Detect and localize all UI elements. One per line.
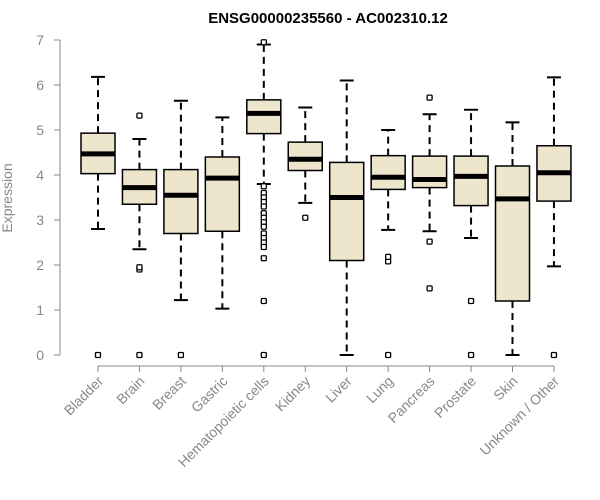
y-tick-label: 2 [36, 257, 44, 273]
box-lung [370, 129, 406, 359]
iqr-box [453, 155, 489, 207]
outlier-point [136, 112, 143, 119]
outlier-point [302, 214, 309, 221]
outlier-point [177, 351, 185, 359]
iqr-box [163, 168, 199, 235]
y-tick-label: 7 [36, 32, 44, 48]
x-tick-label: Brain [113, 373, 147, 407]
y-axis: 0 1 2 3 4 5 6 7 [36, 32, 61, 363]
box-bladder [80, 75, 116, 359]
outlier-point [467, 351, 475, 359]
iqr-box [204, 156, 241, 232]
y-axis-label: Expression [0, 163, 15, 232]
outlier-point [260, 223, 267, 230]
x-tick-label: Unknown / Other [476, 373, 562, 459]
x-tick-label: Breast [149, 373, 189, 413]
y-tick-label: 0 [36, 347, 44, 363]
iqr-box [411, 155, 448, 189]
outlier-point [94, 351, 102, 359]
x-tick-label: Bladder [61, 373, 107, 419]
iqr-box [246, 99, 282, 135]
box-brain [121, 112, 158, 359]
box-skin [494, 121, 531, 356]
outlier-point [384, 351, 392, 359]
box-kidney [287, 106, 323, 221]
outlier-point [136, 264, 143, 271]
y-tick-label: 4 [36, 167, 44, 183]
iqr-box [494, 165, 531, 302]
outlier-point [260, 203, 267, 210]
outlier-point [550, 351, 558, 359]
outlier-point [426, 238, 433, 245]
outlier-point [260, 183, 267, 190]
outlier-point [260, 243, 267, 251]
box-gastric [204, 116, 241, 310]
x-tick-label: Lung [363, 373, 396, 406]
outlier-point [426, 285, 433, 292]
box-breast [163, 99, 199, 359]
y-tick-label: 6 [36, 77, 44, 93]
y-tick-label: 3 [36, 212, 44, 228]
outlier-point [260, 297, 267, 305]
box-liver [328, 79, 365, 356]
x-tick-label: Skin [490, 373, 521, 404]
iqr-box [328, 161, 365, 262]
x-tick-label: Prostate [431, 373, 479, 421]
outlier-point [384, 253, 392, 261]
outlier-point [426, 94, 433, 101]
y-tick-label: 1 [36, 302, 44, 318]
x-tick-label: Kidney [272, 373, 314, 415]
outlier-point [467, 297, 475, 305]
box-pancreas [411, 94, 448, 292]
chart-title: ENSG00000235560 - AC002310.12 [208, 10, 448, 27]
box-hematopoietic-cells [246, 39, 282, 359]
outlier-point [260, 255, 267, 262]
iqr-box [287, 141, 323, 172]
x-tick-label: Liver [322, 373, 355, 406]
outlier-point [260, 39, 267, 46]
outlier-point [260, 351, 267, 359]
box-unknown-other [536, 76, 572, 359]
box-prostate [453, 108, 489, 359]
boxes [80, 39, 572, 359]
outlier-point [136, 351, 143, 359]
iqr-box [370, 154, 406, 191]
y-tick-label: 5 [36, 122, 44, 138]
